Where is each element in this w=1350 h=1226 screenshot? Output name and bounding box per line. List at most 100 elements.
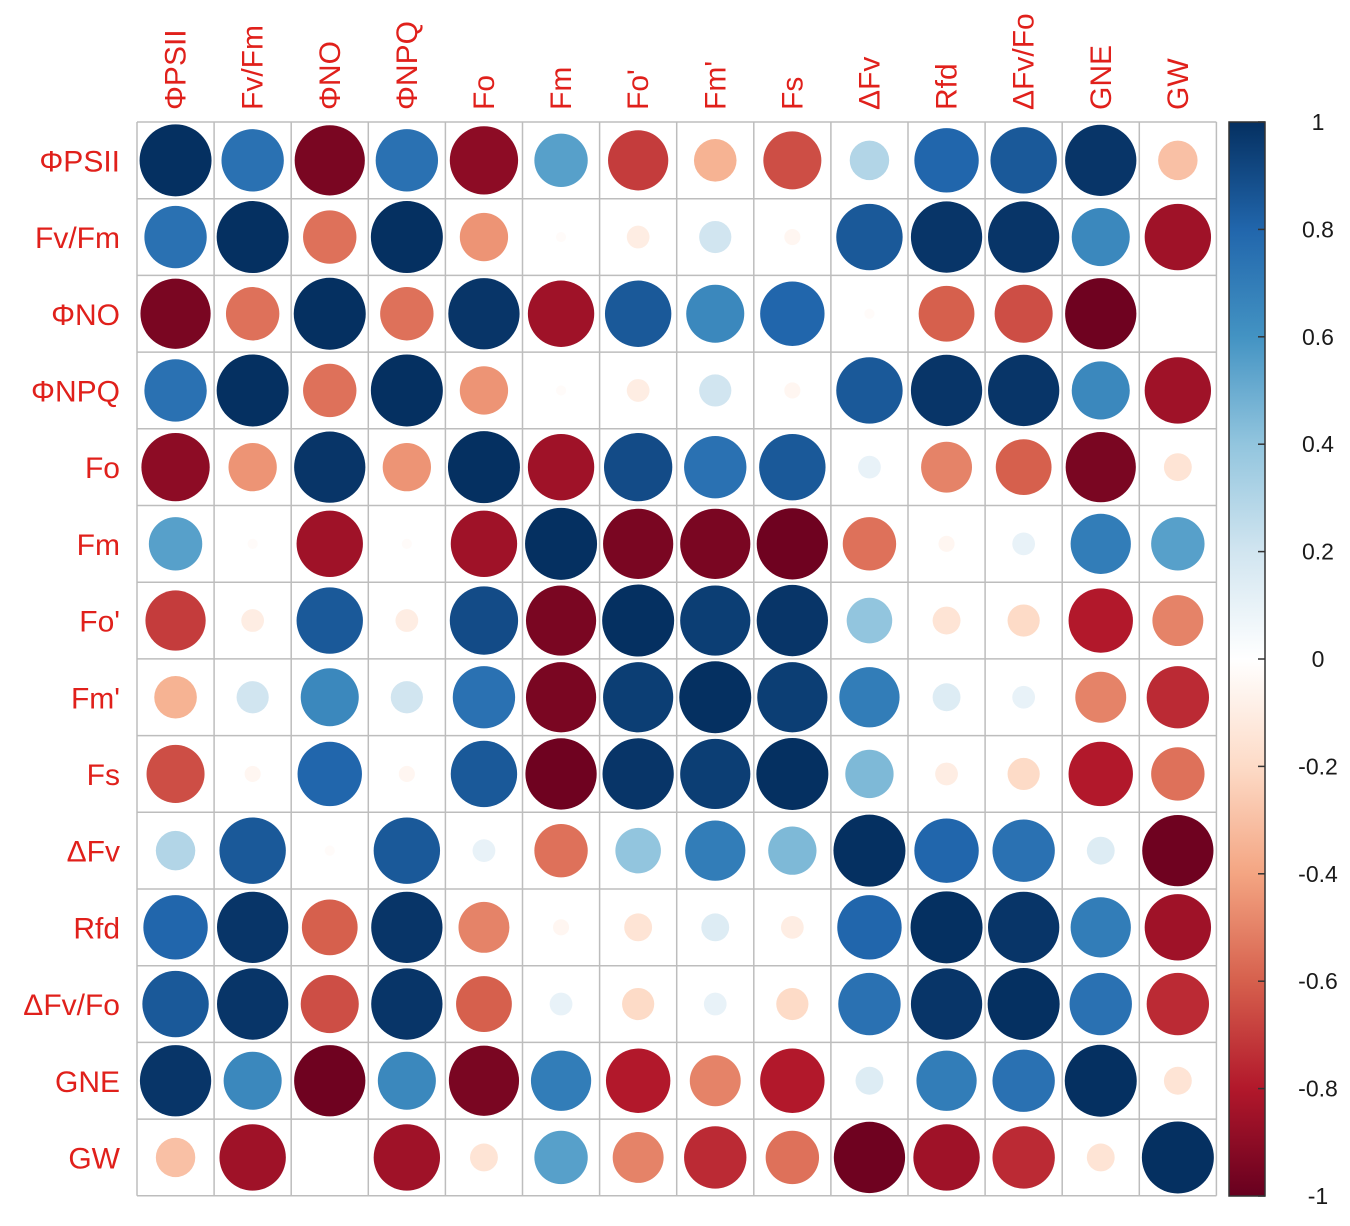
correlation-circle — [1142, 815, 1214, 887]
correlation-circle — [555, 385, 567, 396]
correlation-circle — [916, 1050, 977, 1111]
correlation-circle — [450, 510, 518, 578]
correlation-circle — [450, 740, 518, 808]
correlation-circle — [534, 133, 588, 188]
correlation-circle — [1007, 757, 1040, 791]
correlation-circle — [303, 363, 357, 418]
correlation-circle — [626, 379, 650, 402]
correlation-circle — [680, 585, 751, 656]
correlation-circle — [988, 201, 1060, 273]
correlation-circle — [935, 762, 958, 786]
correlation-circle — [1144, 357, 1212, 424]
correlation-circle — [470, 1143, 498, 1172]
column-label: Fm — [545, 67, 578, 110]
column-label: Fs — [776, 77, 809, 110]
column-label: Rfd — [931, 63, 964, 110]
correlation-circle — [236, 681, 269, 714]
correlation-circle — [154, 675, 197, 719]
correlation-circle — [910, 891, 983, 964]
correlation-circle — [760, 281, 825, 346]
column-label: GW — [1162, 58, 1195, 110]
row-labels: ΦPSII Fv/Fm ΦNO ΦNPQ Fo Fm Fo' Fm' Fs ΔFv Rfd ΔFv/F… — [23, 145, 120, 1175]
row-label: ΔFv/Fo — [23, 989, 120, 1022]
correlation-circle — [1007, 604, 1040, 637]
correlation-circle — [836, 357, 903, 424]
row-label: Fs — [87, 759, 120, 792]
correlation-circle — [604, 433, 673, 502]
correlation-circle — [684, 1126, 747, 1189]
correlation-circle — [225, 287, 280, 341]
correlation-circle — [459, 212, 509, 262]
correlation-circle — [1071, 361, 1130, 420]
correlation-circle — [833, 1121, 906, 1194]
correlation-circle — [992, 819, 1055, 882]
correlation-circle — [624, 913, 653, 942]
color-legend: 1 0.8 0.6 0.4 0.2 0 -0.2 -0.4 -0.6 -0.8 -1 — [1228, 109, 1338, 1209]
color-bar-tick-label: -0.2 — [1298, 753, 1338, 779]
row-label: GNE — [55, 1066, 120, 1099]
correlation-circle — [932, 606, 961, 635]
column-label: ΔFv — [853, 57, 886, 110]
correlation-circle — [300, 975, 359, 1034]
column-label: ΔFv/Fo — [1008, 13, 1041, 110]
correlation-circle — [784, 229, 801, 246]
column-label: Fo' — [622, 69, 655, 110]
correlation-circle — [148, 517, 203, 571]
color-bar-tick-label: 0.4 — [1302, 431, 1334, 457]
correlation-circle — [845, 749, 894, 799]
color-bar-tick-label: 0.2 — [1302, 539, 1334, 565]
correlation-circle — [689, 1055, 741, 1107]
column-label: ΦNO — [314, 41, 347, 110]
correlation-circle — [701, 913, 730, 942]
correlation-circle — [1065, 278, 1137, 350]
correlation-circle — [757, 662, 828, 733]
correlation-circle — [472, 839, 496, 863]
correlation-circle — [765, 1130, 820, 1185]
column-labels: ΦPSII Fv/Fm ΦNO ΦNPQ Fo Fm Fo' Fm' Fs ΔFv Rfd ΔFv/F… — [160, 13, 1195, 110]
correlation-circle — [241, 609, 265, 632]
correlation-circle — [849, 140, 890, 181]
correlation-circle — [1152, 595, 1204, 647]
row-label: Fm — [77, 529, 120, 562]
correlation-circle — [760, 1048, 825, 1113]
correlation-circle — [1070, 513, 1131, 574]
row-label: Fv/Fm — [35, 222, 120, 255]
correlation-circle — [626, 225, 650, 249]
column-label: Fv/Fm — [237, 25, 270, 110]
correlation-circle — [1086, 836, 1115, 865]
correlation-circle — [143, 895, 208, 960]
correlation-circle — [370, 201, 443, 274]
correlation-circle — [703, 992, 727, 1016]
correlation-circle — [216, 354, 289, 427]
correlation-circle — [988, 354, 1060, 427]
correlation-circle — [525, 738, 597, 810]
correlation-circle — [449, 586, 519, 655]
correlation-circle — [395, 609, 419, 632]
correlation-circle — [217, 968, 289, 1040]
correlation-circle — [921, 441, 973, 493]
correlation-circle — [525, 585, 597, 656]
correlation-circle — [776, 987, 809, 1021]
correlation-circle — [525, 662, 597, 733]
correlation-circle — [141, 433, 210, 502]
correlation-circle — [303, 210, 357, 264]
correlation-circle — [836, 203, 903, 271]
correlation-circle — [219, 817, 286, 884]
correlation-circle — [1086, 1143, 1115, 1172]
correlation-circle — [448, 278, 520, 350]
correlation-circle — [1068, 588, 1133, 653]
color-bar-tick-label: 0 — [1312, 646, 1325, 672]
correlation-circle — [910, 354, 983, 427]
correlation-circle — [988, 891, 1060, 963]
correlation-circle — [219, 1124, 286, 1191]
correlation-circle — [1151, 517, 1205, 571]
correlation-circle — [1012, 532, 1036, 556]
correlation-circle — [452, 666, 516, 729]
correlation-circle — [858, 455, 881, 479]
correlation-circle — [759, 433, 826, 501]
correlation-circle — [370, 354, 443, 427]
correlation-circle — [1144, 203, 1212, 271]
column-label: ΦPSII — [160, 29, 193, 110]
correlation-circle — [371, 891, 443, 963]
